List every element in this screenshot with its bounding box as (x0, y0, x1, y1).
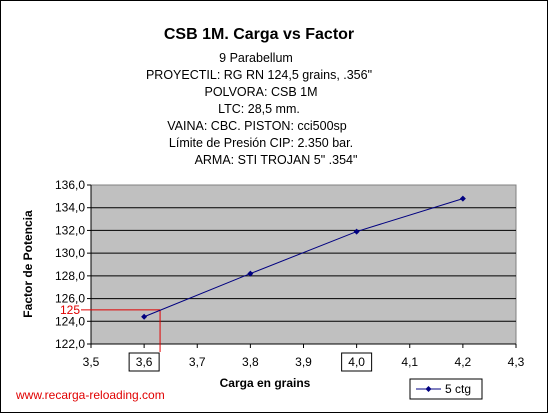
subtitle-line-7: ARMA: STI TROJAN 5" .354" (195, 153, 358, 167)
x-tick-highlight-box (128, 352, 160, 372)
subtitle-line-5: VAINA: CBC. PISTON: cci500sp (167, 119, 347, 133)
chart-title: CSB 1M. Carga vs Factor (164, 26, 354, 43)
subtitle-line-6: Límite de Presión CIP: 2.350 bar. (169, 136, 353, 150)
subtitle-line-4: LTC: 28,5 mm. (218, 102, 300, 116)
data-point-marker (459, 195, 466, 202)
annotation-group: 125 (60, 303, 161, 352)
grid-lines (91, 207, 516, 322)
y-tick-label: 136,0 (55, 178, 85, 192)
y-tick-label: 128,0 (55, 269, 85, 283)
series-line (143, 198, 464, 318)
annotation-label: 125 (60, 303, 80, 317)
subtitle-line-2: PROYECTIL: RG RN 124,5 grains, .356" (146, 68, 372, 82)
legend-box (409, 378, 483, 400)
chart-subtitles: 9 Parabellum PROYECTIL: RG RN 124,5 grai… (146, 51, 372, 167)
y-tick-label: 134,0 (55, 201, 85, 215)
x-tick-label: 4,1 (401, 355, 418, 369)
y-tick-label: 124,0 (55, 314, 85, 328)
legend-diamond-marker (425, 386, 432, 392)
series-group (141, 195, 466, 320)
plot-area (90, 184, 517, 345)
subtitle-line-3: POLVORA: CSB 1M (205, 85, 318, 99)
data-point-marker (247, 270, 254, 277)
y-axis-label: Factor de Potencia (21, 210, 35, 318)
x-tick-label: 4,3 (508, 355, 525, 369)
x-tick-label: 3,9 (295, 355, 312, 369)
x-tick-label: 4,0 (348, 355, 365, 369)
legend-label: 5 ctg (445, 382, 471, 396)
subtitle-line-1: 9 Parabellum (219, 51, 293, 65)
x-tick-label: 3,6 (136, 355, 153, 369)
y-tick-label: 122,0 (55, 337, 85, 351)
y-tick-label: 130,0 (55, 246, 85, 260)
x-tick-highlight-box (341, 352, 373, 372)
data-point-marker (353, 228, 360, 235)
x-axis-label: Carga en grains (220, 376, 311, 390)
legend: 5 ctg (409, 378, 483, 400)
data-point-marker (141, 313, 148, 320)
x-tick-label: 3,5 (83, 355, 100, 369)
y-tick-label: 132,0 (55, 223, 85, 237)
x-tick-label: 4,2 (455, 355, 472, 369)
x-axis-ticks: 3,5 3,6 3,7 3,8 3,9 4,0 4,1 4,2 4,3 (83, 344, 525, 372)
x-tick-label: 3,8 (242, 355, 259, 369)
x-tick-label: 3,7 (189, 355, 206, 369)
watermark-text: www.recarga-reloading.com (15, 388, 165, 402)
y-tick-label: 126,0 (55, 292, 85, 306)
